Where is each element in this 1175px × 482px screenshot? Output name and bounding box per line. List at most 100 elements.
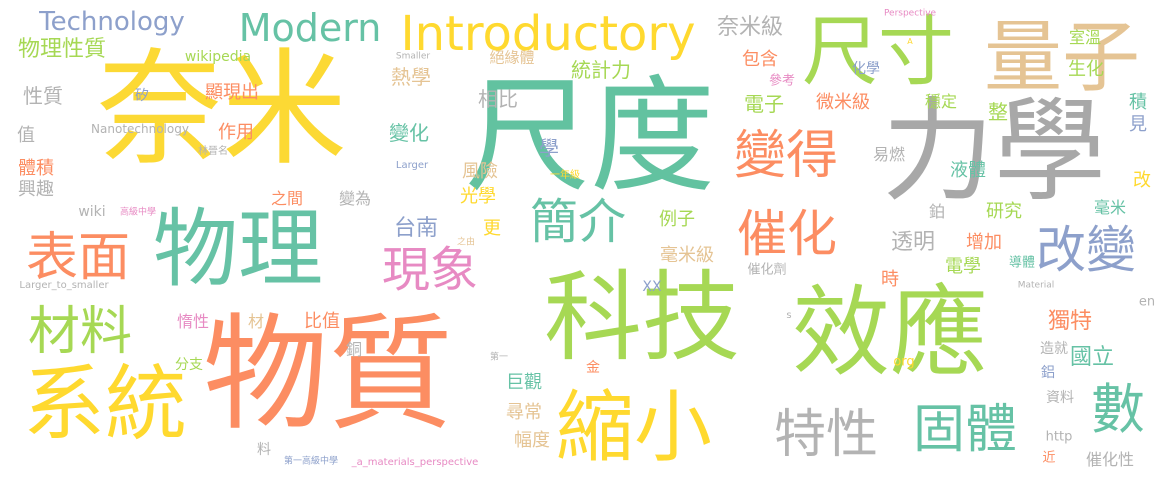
word-gaojizhongxue: 高級中學 xyxy=(119,207,157,218)
word-geng: 更 xyxy=(483,218,501,239)
word-shenghua: 生化 xyxy=(1068,59,1104,80)
word-bo: 鉑 xyxy=(928,202,946,221)
word-rexue: 熱學 xyxy=(391,65,431,89)
word-duoxing: 惰性 xyxy=(176,312,210,331)
word-haomi: 毫米 xyxy=(1093,198,1127,217)
word-wuli: 物理 xyxy=(152,200,324,300)
word-wuzhi: 物質 xyxy=(203,302,453,448)
word-jin-near: 近 xyxy=(1042,450,1056,466)
word-xunchang: 尋常 xyxy=(506,402,542,423)
word-xiangbi: 相比 xyxy=(478,87,518,111)
word-zhijian: 之間 xyxy=(270,189,304,208)
word-biande: 變得 xyxy=(733,126,839,186)
word-smaller: Smaller xyxy=(395,51,431,62)
word-xianxianchu: 顯現出 xyxy=(205,82,259,103)
word-technology: Technology xyxy=(39,7,185,37)
word-zheng: 整 xyxy=(988,100,1008,124)
word-perspective: Perspective xyxy=(883,8,937,19)
word-guoli: 國立 xyxy=(1069,345,1115,370)
word-shi: 時 xyxy=(881,269,899,290)
word-huaxue: 化學 xyxy=(852,61,880,77)
word-xue: 學 xyxy=(539,136,559,160)
word-bizhi: 比值 xyxy=(304,311,340,332)
word-xingzhi: 性質 xyxy=(23,84,63,108)
word-biaomian: 表面 xyxy=(25,228,131,288)
word-cuihuaji: 催化劑 xyxy=(747,262,787,278)
word-zengjia: 增加 xyxy=(966,232,1002,253)
word-lixue: 力學 xyxy=(882,87,1106,217)
word-larger: Larger xyxy=(395,160,429,171)
word-fenzhi: 分支 xyxy=(175,357,203,373)
word-yiran: 易燃 xyxy=(872,145,906,164)
word-wulixingzhi: 物理性質 xyxy=(17,37,107,62)
word-introductory: Introductory xyxy=(400,6,696,62)
word-chidu: 尺度 xyxy=(465,64,715,210)
word-fudu: 幅度 xyxy=(514,430,550,451)
word-texing: 特性 xyxy=(773,405,879,465)
word-liao: 料 xyxy=(257,442,271,458)
word-cuihuaxing: 催化性 xyxy=(1085,450,1135,469)
word-zuoyong: 作用 xyxy=(218,122,254,143)
word-tainan: 台南 xyxy=(393,216,439,241)
word-touming: 透明 xyxy=(890,230,936,255)
word-a-materials-perspective: _a_materials_perspective xyxy=(351,457,479,468)
word-tong: 銅 xyxy=(345,340,363,359)
word-liangzi: 量子 xyxy=(983,13,1141,103)
word-guti: 固體 xyxy=(912,400,1018,460)
word-linjinming: 林晉名 xyxy=(198,146,228,157)
word-xitong: 系統 xyxy=(22,357,188,452)
word-nanotechnology: Nanotechnology xyxy=(91,122,189,136)
word-diyigaojizhongxue: 第一高級中學 xyxy=(283,456,339,467)
word-suoxiao: 縮小 xyxy=(555,383,713,473)
word-zhi: 值 xyxy=(17,125,35,146)
word-zhiyou: 之由 xyxy=(456,237,476,248)
word-material: Material xyxy=(1017,280,1055,291)
word-haomiji: 毫米級 xyxy=(660,245,714,266)
word-guangxue: 光學 xyxy=(460,186,496,207)
word-zaojiu: 造就 xyxy=(1040,341,1068,357)
word-cai: 材 xyxy=(247,312,265,331)
word-a: A xyxy=(907,37,913,46)
word-weimiji: 微米級 xyxy=(816,92,870,113)
word-yeti: 液體 xyxy=(950,160,986,181)
word-daoti: 導體 xyxy=(1008,255,1036,271)
word-xx: XX xyxy=(642,279,662,295)
word-shu: 數 xyxy=(1091,378,1145,441)
word-wiki: wiki xyxy=(78,204,106,220)
word-modern: Modern xyxy=(238,6,382,50)
word-bianwei: 變為 xyxy=(338,189,372,208)
word-jianjie: 簡介 xyxy=(529,194,627,250)
word-http: http xyxy=(1045,429,1073,445)
word-xiaoying: 效應 xyxy=(791,276,989,390)
word-ziliao: 資料 xyxy=(1046,390,1074,406)
word-wending: 穩定 xyxy=(924,92,958,111)
word-nanomiji: 奈米級 xyxy=(716,15,784,40)
word-xingqu: 興趣 xyxy=(18,179,54,200)
word-jueyuanti: 絕緣體 xyxy=(489,48,535,67)
word-juguan: 巨觀 xyxy=(506,372,542,393)
word-nanomi: 奈米 xyxy=(97,37,347,183)
word-lizi: 例子 xyxy=(659,209,695,230)
word-ji: 積 xyxy=(1129,92,1147,113)
word-larger-to-smaller: Larger_to_smaller xyxy=(19,280,109,291)
word-keji: 科技 xyxy=(543,261,741,375)
word-tiji: 體積 xyxy=(18,158,54,179)
word-xi: 矽 xyxy=(135,88,149,104)
word-jin: 金 xyxy=(586,360,600,376)
word-lv: 鋁 xyxy=(1041,365,1055,381)
word-dianxue: 電學 xyxy=(945,256,981,277)
word-jian: 見 xyxy=(1129,114,1147,135)
word-yinianji: 一年級 xyxy=(550,170,580,181)
word-fengxian: 風險 xyxy=(462,161,498,182)
word-en: en xyxy=(1138,294,1156,310)
word-s: s xyxy=(786,310,792,321)
word-diyi: 第一 xyxy=(489,352,509,363)
word-org: org xyxy=(893,354,915,370)
word-yanjiu: 研究 xyxy=(986,201,1022,222)
word-cailiao: 材料 xyxy=(27,302,133,362)
word-cankao: 參考 xyxy=(768,73,796,89)
word-wikipedia: wikipedia xyxy=(184,49,252,65)
word-gaibian: 改變 xyxy=(1036,221,1136,279)
word-cuihua: 催化 xyxy=(737,205,837,263)
